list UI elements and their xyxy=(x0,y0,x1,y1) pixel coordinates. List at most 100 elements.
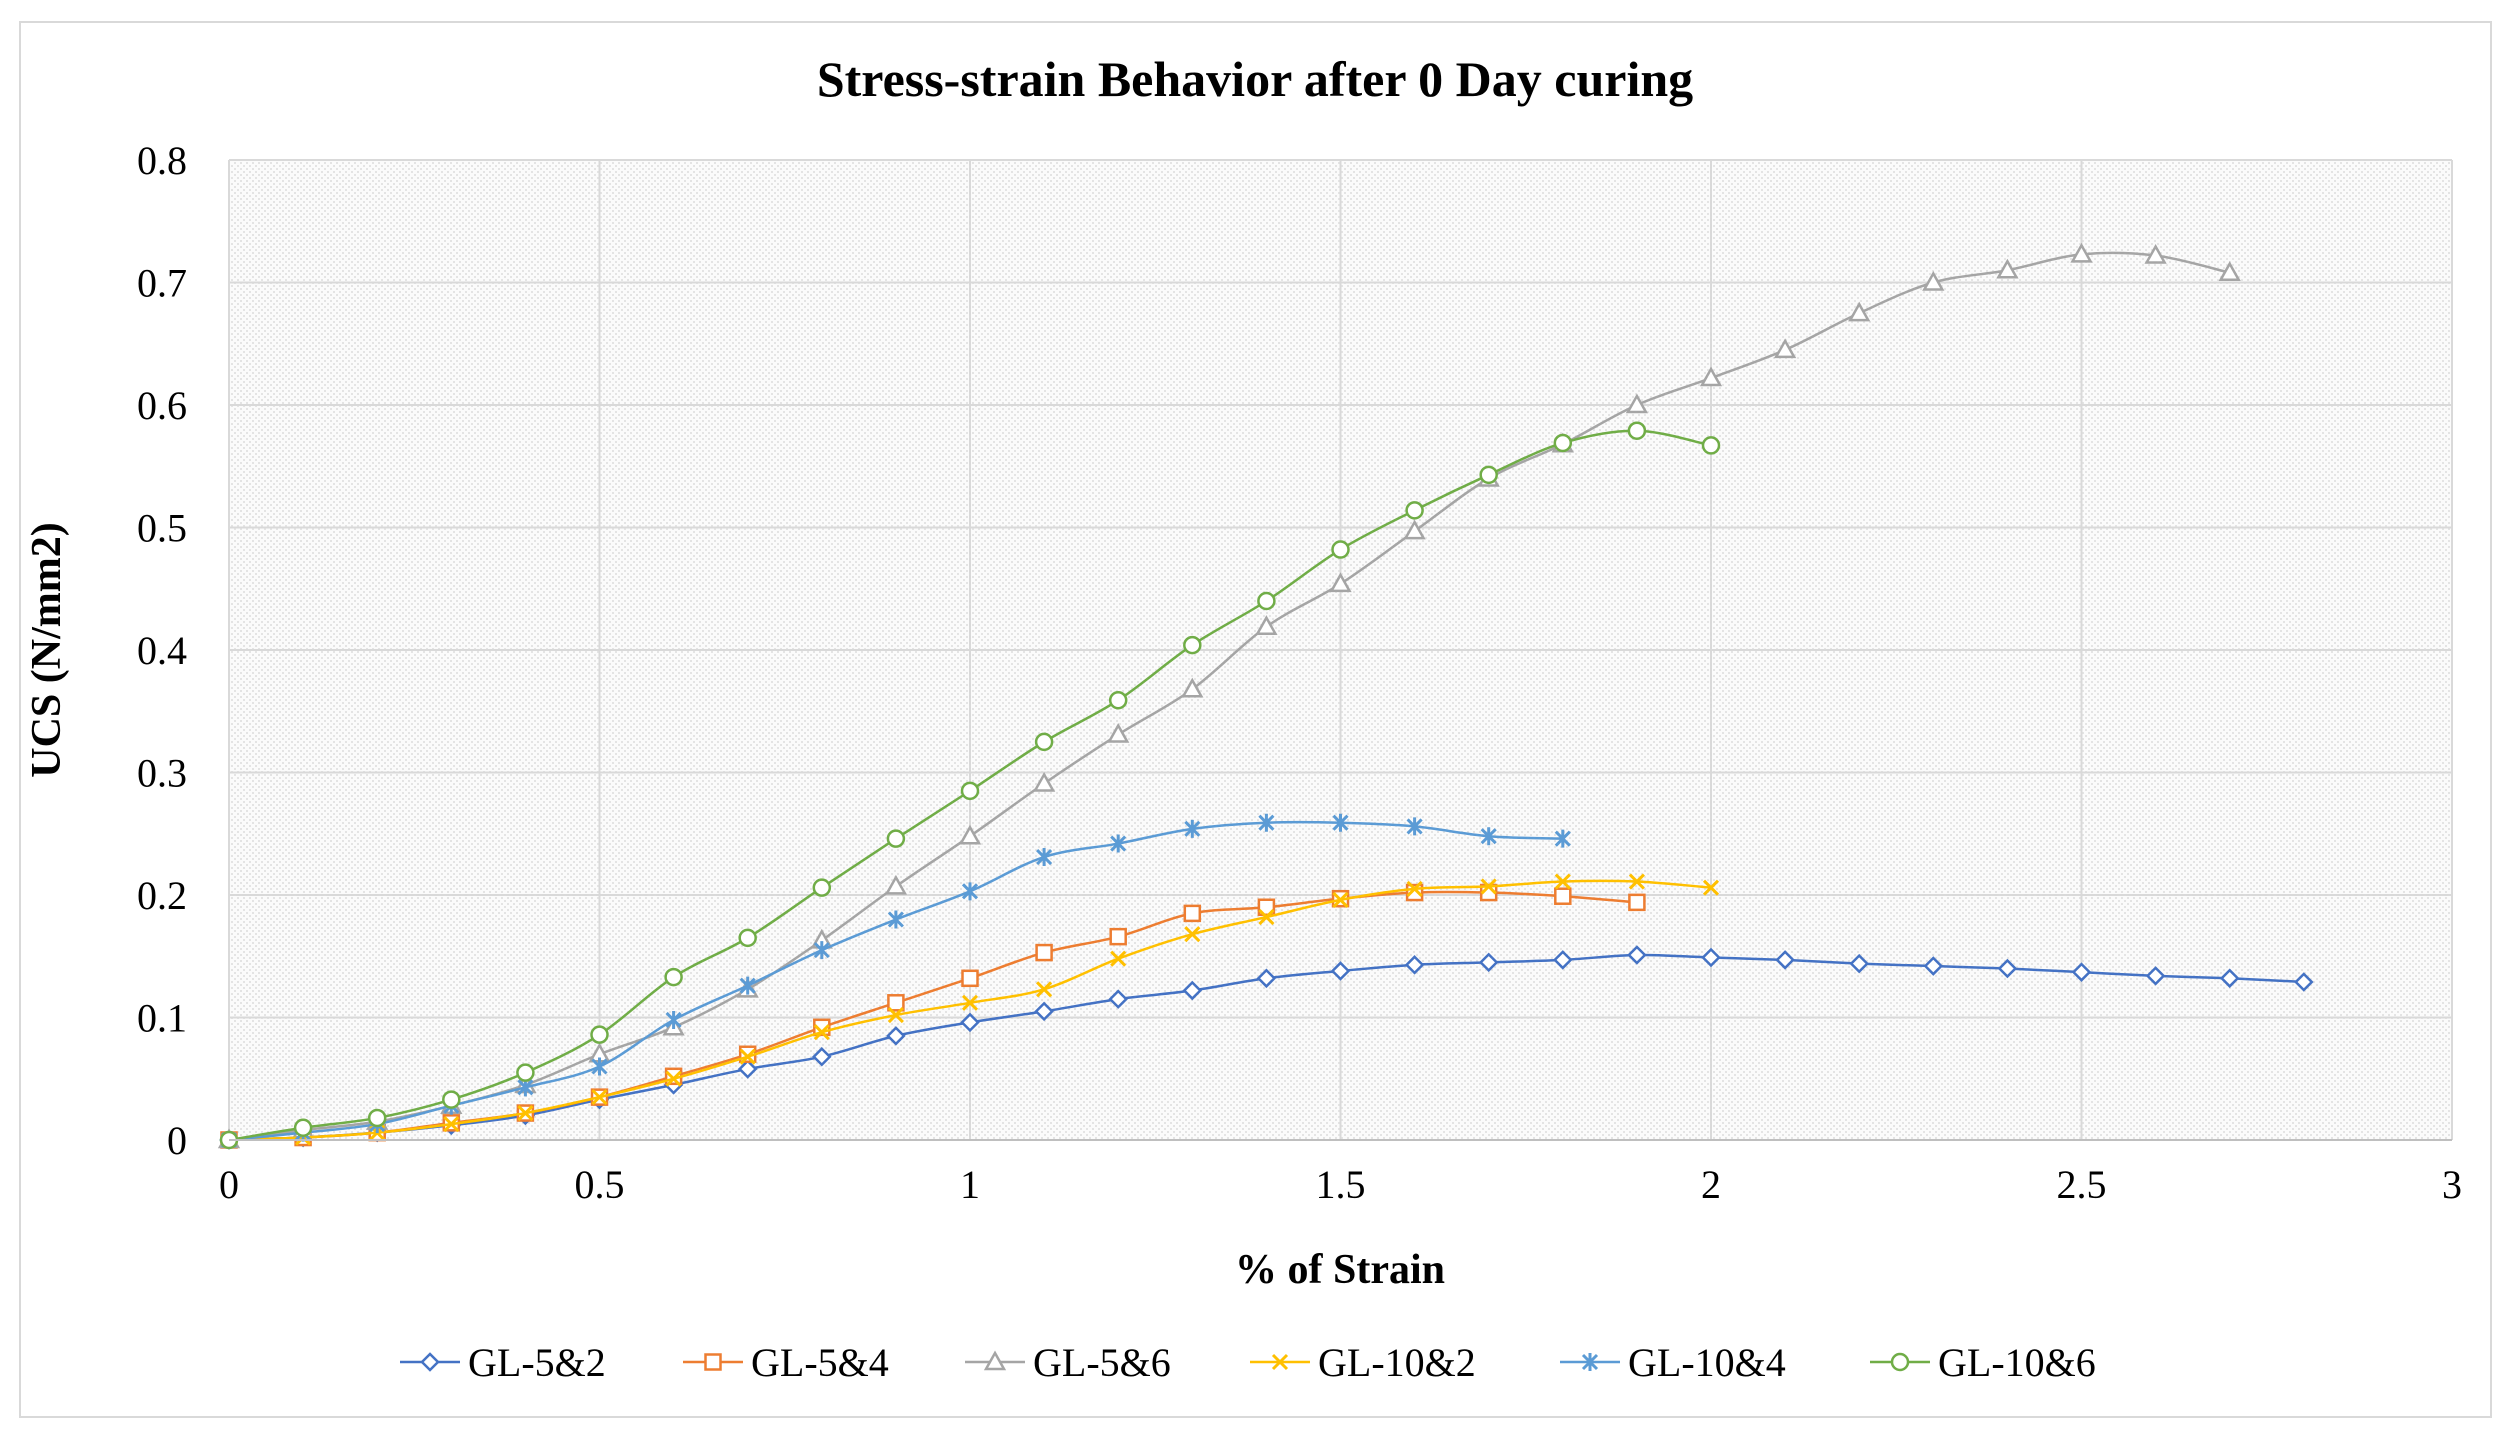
data-point-gl-10-2 xyxy=(1480,878,1497,895)
data-point-gl-10-2 xyxy=(665,1070,682,1087)
data-point-gl-5-2 xyxy=(2145,966,2166,986)
data-point-gl-5-2 xyxy=(1775,950,1795,970)
data-point-gl-5-2 xyxy=(812,1046,832,1067)
data-point-gl-5-6 xyxy=(1403,519,1426,540)
data-point-gl-10-2 xyxy=(1332,891,1349,908)
data-point-gl-10-2 xyxy=(961,994,979,1011)
series-layer xyxy=(217,242,2314,1150)
x-tick-label: 1 xyxy=(960,1162,980,1207)
data-point-gl-5-2 xyxy=(2219,968,2240,989)
legend-label: GL-10&6 xyxy=(1938,1340,2096,1385)
y-tick-label: 0.3 xyxy=(137,751,187,796)
legend-swatch-marker xyxy=(420,1352,440,1372)
data-point-gl-10-4 xyxy=(1258,813,1275,832)
data-point-gl-10-6 xyxy=(1627,421,1647,440)
x-tick-label: 0 xyxy=(219,1162,239,1207)
data-point-gl-5-6 xyxy=(884,874,908,895)
data-point-gl-10-2 xyxy=(887,1006,904,1024)
data-point-gl-10-6 xyxy=(1331,540,1350,559)
data-point-gl-5-2 xyxy=(1701,947,1721,968)
y-tick-label: 0.8 xyxy=(137,138,187,183)
data-point-gl-5-6 xyxy=(1181,677,1204,698)
data-point-gl-10-6 xyxy=(590,1025,609,1044)
data-point-gl-5-4 xyxy=(1183,904,1202,923)
data-point-gl-5-2 xyxy=(1849,953,1869,974)
data-point-gl-5-6 xyxy=(1625,393,1649,414)
data-point-gl-5-6 xyxy=(958,824,982,845)
data-point-gl-10-4 xyxy=(665,1010,682,1029)
legend-label: GL-5&2 xyxy=(468,1340,606,1385)
y-tick-label: 0.7 xyxy=(137,261,187,306)
data-point-gl-5-4 xyxy=(1109,927,1127,946)
data-point-gl-5-6 xyxy=(2070,242,2093,263)
data-point-gl-10-4 xyxy=(591,1057,608,1076)
y-tick-label: 0 xyxy=(167,1118,187,1163)
chart-title: Stress-strain Behavior after 0 Day curin… xyxy=(817,51,1693,107)
data-point-gl-10-6 xyxy=(664,967,683,987)
data-point-gl-10-2 xyxy=(591,1089,608,1106)
legend-item-gl-10-6: GL-10&6 xyxy=(1870,1340,2096,1385)
legend-label: GL-10&4 xyxy=(1628,1340,1786,1385)
data-point-gl-5-4 xyxy=(1035,943,1053,962)
data-point-gl-10-6 xyxy=(886,829,906,848)
data-point-gl-10-6 xyxy=(1257,591,1276,611)
data-point-gl-5-2 xyxy=(1256,968,1277,989)
data-point-gl-10-4 xyxy=(1036,848,1053,867)
data-point-gl-5-6 xyxy=(1773,338,1797,359)
data-point-gl-10-4 xyxy=(1332,813,1349,832)
data-point-gl-5-2 xyxy=(1404,955,1425,975)
data-point-gl-5-2 xyxy=(2294,972,2314,992)
x-tick-label: 2.5 xyxy=(2057,1162,2107,1207)
x-tick-label: 3 xyxy=(2442,1162,2462,1207)
x-axis-label: % of Strain xyxy=(1235,1247,1445,1293)
data-point-gl-10-6 xyxy=(1183,635,1202,655)
data-point-gl-5-2 xyxy=(1108,989,1128,1009)
data-point-gl-5-4 xyxy=(961,969,979,988)
data-point-gl-5-2 xyxy=(1182,980,1203,1001)
legend-item-gl-5-4: GL-5&4 xyxy=(683,1340,889,1385)
data-point-gl-5-2 xyxy=(960,1012,980,1033)
data-point-gl-10-6 xyxy=(1479,465,1498,485)
legend: GL-5&2 GL-5&4 GL-5&6 GL-10&2 GL-10&4 GL-10&6 xyxy=(400,1340,2096,1385)
data-point-gl-10-6 xyxy=(367,1108,387,1128)
data-point-gl-5-4 xyxy=(1628,893,1646,912)
legend-item-gl-10-4: GL-10&4 xyxy=(1560,1340,1786,1385)
x-tick-label: 0.5 xyxy=(575,1162,625,1207)
data-point-gl-10-6 xyxy=(1553,433,1573,453)
legend-item-gl-5-2: GL-5&2 xyxy=(400,1340,606,1385)
data-point-gl-5-6 xyxy=(2218,261,2241,281)
data-point-gl-10-4 xyxy=(1480,827,1497,846)
data-point-gl-10-2 xyxy=(739,1048,756,1065)
legend-label: GL-5&6 xyxy=(1033,1340,1171,1385)
data-point-gl-10-6 xyxy=(960,781,980,801)
legend-swatch-marker xyxy=(983,1350,1007,1371)
data-point-gl-5-4 xyxy=(1257,898,1276,916)
data-point-gl-10-2 xyxy=(1702,879,1720,896)
data-point-gl-10-2 xyxy=(443,1116,460,1133)
data-point-gl-10-2 xyxy=(813,1024,830,1041)
data-point-gl-10-2 xyxy=(1554,873,1571,890)
data-point-gl-10-4 xyxy=(1554,829,1571,848)
legend-swatch-marker xyxy=(1581,1353,1599,1371)
data-point-gl-10-2 xyxy=(1036,981,1053,998)
data-point-gl-10-4 xyxy=(1406,817,1423,836)
data-point-gl-5-2 xyxy=(1627,945,1647,965)
y-tick-label: 0.6 xyxy=(137,383,187,428)
y-tick-label: 0.5 xyxy=(137,506,187,551)
data-point-gl-5-2 xyxy=(1034,1001,1054,1022)
data-point-gl-10-6 xyxy=(1108,690,1128,710)
data-point-gl-5-2 xyxy=(1997,958,2018,979)
data-point-gl-10-4 xyxy=(887,910,904,929)
data-point-gl-5-2 xyxy=(886,1026,906,1046)
data-point-gl-5-2 xyxy=(1478,952,1499,973)
data-point-gl-10-6 xyxy=(1405,501,1424,520)
data-point-gl-10-6 xyxy=(738,928,757,948)
data-point-gl-5-2 xyxy=(737,1059,758,1079)
series-gl-10-6 xyxy=(219,421,1721,1150)
legend-label: GL-10&2 xyxy=(1318,1340,1476,1385)
x-tick-label: 1.5 xyxy=(1316,1162,1366,1207)
data-point-gl-5-6 xyxy=(1848,301,1871,322)
data-point-gl-10-2 xyxy=(1258,908,1275,926)
data-point-gl-10-4 xyxy=(1184,819,1201,838)
